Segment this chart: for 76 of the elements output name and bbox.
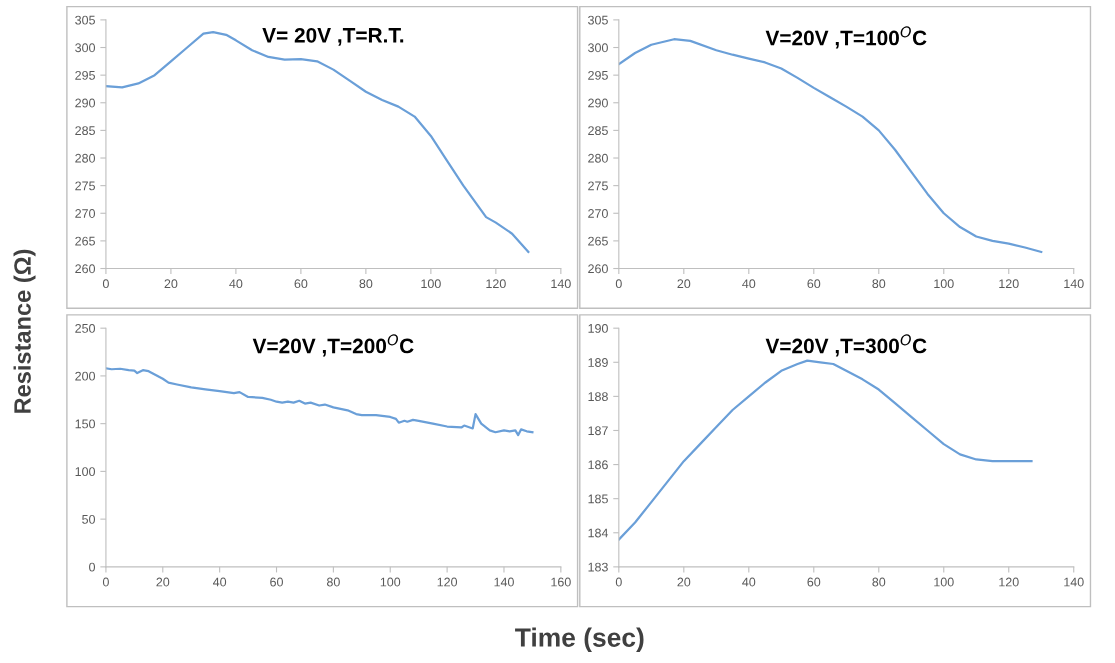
y-tick-label: 295 <box>588 70 608 80</box>
line-series <box>105 367 534 437</box>
y-tick-label: 290 <box>588 98 608 108</box>
y-tick-label: 285 <box>75 126 95 136</box>
x-tick-label: 140 <box>1064 279 1084 289</box>
x-axis-title: Time (sec) <box>515 627 644 653</box>
chart-title: V= 20V ,T=R.T. <box>262 27 404 46</box>
y-tick-label: 270 <box>588 209 608 218</box>
y-tick-label: 270 <box>75 209 96 218</box>
x-tick-label: 120 <box>437 577 458 587</box>
y-tick-label: 280 <box>588 153 608 163</box>
y-tick-label: 300 <box>75 43 96 53</box>
y-tick-label: 0 <box>89 562 96 572</box>
y-tick-label: 275 <box>588 181 608 191</box>
x-tick-label: 100 <box>934 279 954 289</box>
x-tick-label: 0 <box>615 279 622 289</box>
y-tick-label: 187 <box>588 426 608 436</box>
y-tick-label: 183 <box>588 562 608 572</box>
x-tick-label: 20 <box>156 577 170 587</box>
y-tick-label: 300 <box>588 43 608 53</box>
y-tick-label: 150 <box>75 419 96 429</box>
x-tick-label: 40 <box>229 279 243 289</box>
y-tick-label: 189 <box>588 358 608 367</box>
x-tick-label: 100 <box>421 279 441 289</box>
y-tick-label: 295 <box>75 70 95 80</box>
y-tick-label: 305 <box>588 15 608 25</box>
x-tick-label: 80 <box>326 577 340 587</box>
y-tick-label: 186 <box>588 460 608 470</box>
chart-title: V=20V ,T=200$^{O}$C <box>252 334 414 357</box>
x-tick-label: 40 <box>742 577 756 587</box>
x-tick-label: 160 <box>551 577 571 587</box>
x-tick-label: 140 <box>494 577 514 587</box>
y-tick-label: 50 <box>82 514 96 524</box>
y-tick-label: 190 <box>588 323 608 333</box>
y-tick-label: 185 <box>588 494 608 504</box>
x-tick-label: 0 <box>615 577 622 587</box>
y-tick-label: 285 <box>588 126 608 136</box>
x-tick-label: 20 <box>164 279 178 289</box>
x-tick-label: 140 <box>1064 577 1084 587</box>
x-tick-label: 120 <box>999 279 1019 289</box>
x-tick-label: 0 <box>102 577 109 587</box>
x-tick-label: 20 <box>677 577 691 587</box>
y-tick-label: 184 <box>588 528 609 538</box>
x-tick-label: 80 <box>872 577 886 587</box>
y-tick-label: 265 <box>588 236 608 246</box>
y-axis-title: Resistance (Ω) <box>13 249 36 413</box>
y-tick-label: 100 <box>75 467 96 477</box>
y-tick-label: 260 <box>588 264 608 274</box>
x-tick-label: 60 <box>294 279 308 289</box>
x-tick-label: 60 <box>270 577 283 587</box>
y-tick-label: 250 <box>75 323 96 333</box>
y-tick-label: 200 <box>75 371 96 381</box>
x-tick-label: 120 <box>486 279 506 289</box>
y-tick-label: 305 <box>75 15 95 25</box>
y-tick-label: 290 <box>75 98 96 108</box>
line-series <box>105 30 530 254</box>
x-tick-label: 80 <box>359 279 373 289</box>
x-tick-label: 100 <box>934 577 954 587</box>
x-tick-label: 40 <box>742 279 756 289</box>
x-tick-label: 20 <box>677 279 691 289</box>
y-tick-label: 265 <box>75 236 95 246</box>
x-tick-label: 80 <box>872 279 886 289</box>
x-tick-label: 100 <box>380 577 401 587</box>
x-tick-label: 120 <box>999 577 1019 587</box>
line-series <box>618 359 1033 541</box>
y-tick-label: 275 <box>75 181 95 191</box>
y-tick-label: 280 <box>75 153 96 163</box>
y-tick-label: 188 <box>588 392 608 402</box>
chart-title: V=20V ,T=300$^{O}$C <box>765 334 927 357</box>
chart-title: V=20V ,T=100$^{O}$C <box>765 26 927 49</box>
x-tick-label: 60 <box>807 577 821 587</box>
x-tick-label: 40 <box>212 577 227 587</box>
x-tick-label: 140 <box>551 279 571 289</box>
x-tick-label: 60 <box>807 279 821 289</box>
y-tick-label: 260 <box>75 264 96 274</box>
x-tick-label: 0 <box>102 279 109 289</box>
